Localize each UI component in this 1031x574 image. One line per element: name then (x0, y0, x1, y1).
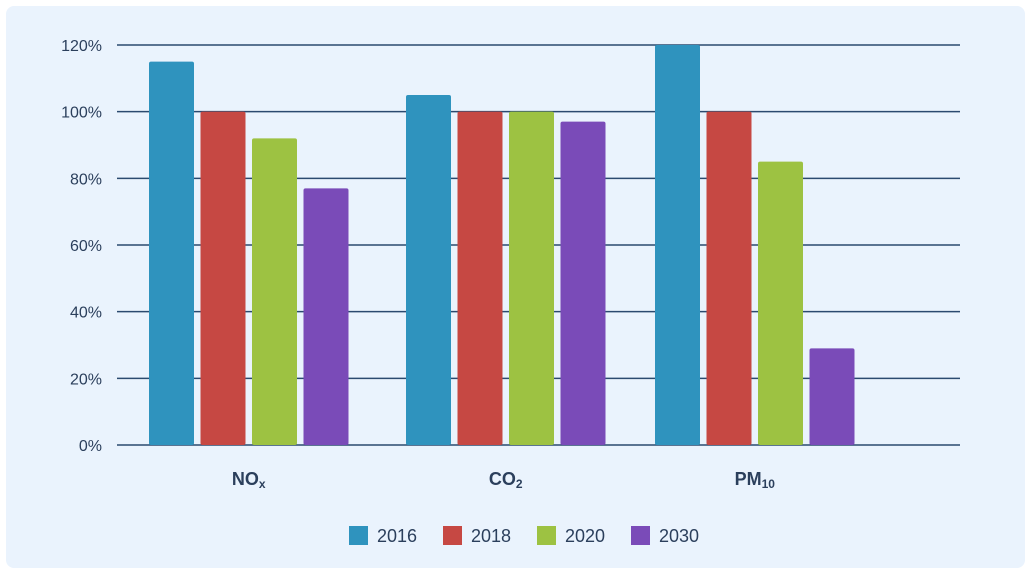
y-tick-label: 120% (61, 38, 102, 55)
bar-2018-no (200, 111, 246, 446)
x-category-label: NOx (232, 469, 266, 491)
legend-label-2018: 2018 (471, 526, 511, 546)
bars (149, 45, 855, 446)
y-tick-label: 60% (70, 238, 102, 255)
legend-swatch-2016 (349, 526, 368, 545)
bar-2016-co (406, 95, 451, 445)
x-category-label: CO2 (489, 469, 523, 491)
y-axis-tick-labels: 0% 20% 40% 60% 80% 100% 120% (61, 38, 102, 455)
bar-2020-co (509, 111, 554, 446)
y-tick-label: 80% (70, 171, 102, 188)
y-tick-label: 20% (70, 371, 102, 388)
legend-label-2016: 2016 (377, 526, 417, 546)
bar-2020-pm (758, 161, 803, 445)
y-tick-label: 40% (70, 305, 102, 322)
legend: 2016 2018 2020 2030 (349, 526, 699, 546)
legend-label-2020: 2020 (565, 526, 605, 546)
y-tick-label: 0% (79, 438, 102, 455)
bar-2018-pm (706, 111, 752, 446)
bar-2030-co (560, 121, 606, 446)
bar-2030-no (303, 188, 349, 446)
bar-2030-pm (809, 348, 855, 445)
bar-2018-co (457, 111, 503, 446)
legend-label-2030: 2030 (659, 526, 699, 546)
bar-2016-no (149, 61, 194, 446)
bar-2016-pm (655, 45, 700, 445)
x-category-label: PM10 (735, 469, 776, 491)
y-tick-label: 100% (61, 105, 102, 122)
bar-2020-no (252, 138, 297, 446)
x-axis-category-labels: NOx CO2 PM10 (232, 469, 775, 491)
legend-swatch-2020 (537, 526, 556, 545)
legend-swatch-2018 (443, 526, 462, 545)
legend-swatch-2030 (631, 526, 650, 545)
